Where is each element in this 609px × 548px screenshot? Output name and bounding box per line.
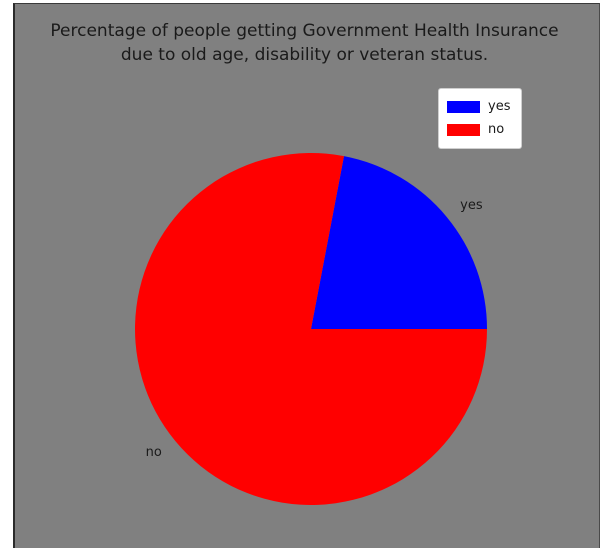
legend-item-yes: yes (447, 95, 521, 118)
pie-slice-no (135, 153, 487, 505)
legend-label-yes: yes (488, 99, 511, 114)
chart-title-line-1: Percentage of people getting Government … (50, 21, 559, 41)
chart-title: Percentage of people getting Government … (0, 19, 609, 67)
pie-label-no: no (146, 445, 162, 460)
pie-slice-yes (311, 156, 487, 329)
legend-item-no: no (447, 118, 521, 141)
pie-label-yes: yes (460, 198, 483, 213)
legend-swatch-yes (447, 100, 480, 113)
legend-label-no: no (488, 122, 505, 137)
legend-swatch-no (447, 123, 480, 136)
chart-title-line-2: due to old age, disability or veteran st… (120, 45, 489, 65)
chart-legend: yes no (438, 88, 522, 149)
